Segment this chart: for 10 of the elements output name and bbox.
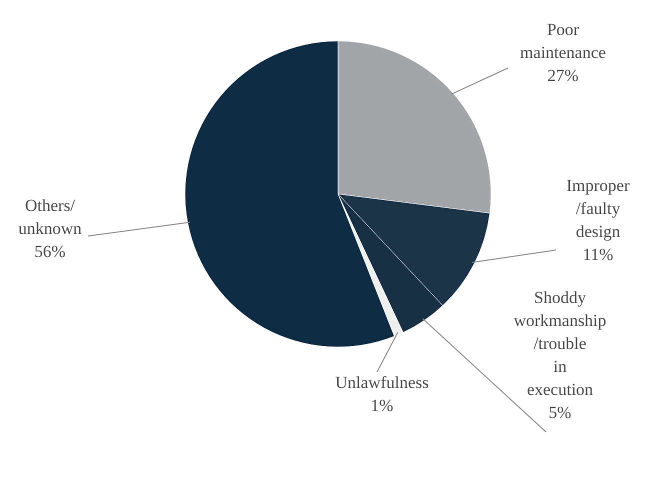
slice-label: Shoddy workmanship /trouble in execution [514,288,606,399]
data-label: 27% [547,66,579,85]
slice-label: Others/ unknown [18,196,82,238]
data-label: 5% [548,403,572,422]
data-label: 56% [34,242,66,261]
data-label: 11% [582,245,614,264]
slice-label: Improper /faulty design [566,176,630,241]
slice-label: Poor maintenance [520,20,606,62]
data-label: 1% [370,396,394,415]
slice-label: Unlawfulness [335,373,429,392]
